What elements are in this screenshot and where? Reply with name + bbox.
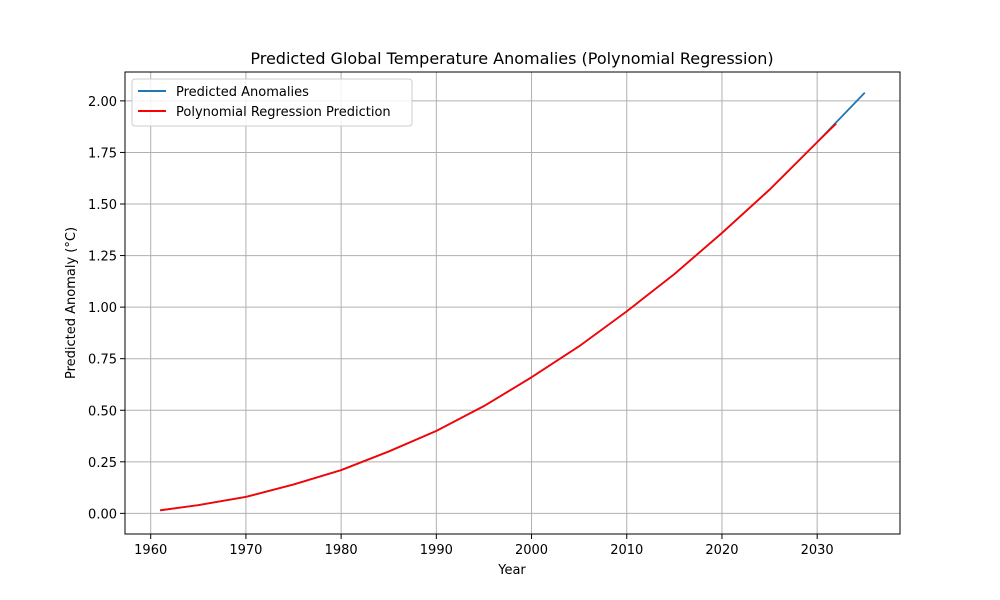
y-tick-label: 1.25 — [88, 250, 117, 265]
x-tick-label: 1970 — [229, 543, 262, 558]
y-tick-label: 1.50 — [88, 198, 117, 213]
x-axis-label: Year — [497, 563, 526, 578]
series-layer — [160, 91, 866, 512]
y-tick-label: 0.50 — [88, 404, 117, 419]
plot-frame — [124, 71, 901, 535]
y-axis-label: Predicted Anomaly (°C) — [64, 227, 79, 379]
x-tick-label: 1980 — [325, 543, 358, 558]
y-tick-label: 1.75 — [88, 146, 117, 161]
y-tick-label: 2.00 — [88, 95, 117, 110]
grid — [125, 72, 900, 534]
legend-box — [131, 78, 413, 127]
x-tick-label: 2010 — [610, 543, 643, 558]
y-tick-label: 1.00 — [88, 301, 117, 316]
chart-title: Predicted Global Temperature Anomalies (… — [250, 49, 773, 68]
x-tick-label: 2030 — [801, 543, 834, 558]
y-tick-label: 0.75 — [88, 353, 117, 368]
legend-label: Predicted Anomalies — [176, 85, 309, 100]
legend-label: Polynomial Regression Prediction — [176, 105, 391, 120]
legend: Predicted Anomalies Polynomial Regression… — [131, 78, 413, 127]
y-tick-label: 0.00 — [88, 507, 117, 522]
y-tick-label: 0.25 — [88, 456, 117, 471]
x-tick-label: 1960 — [134, 543, 167, 558]
ticks: 1960 1970 1980 1990 2000 2010 2020 2030 0.00 0.25… — [88, 95, 834, 558]
x-tick-label: 2020 — [705, 543, 738, 558]
x-tick-label: 2000 — [515, 543, 548, 558]
x-tick-label: 1990 — [420, 543, 453, 558]
series-line-1 — [160, 122, 837, 512]
